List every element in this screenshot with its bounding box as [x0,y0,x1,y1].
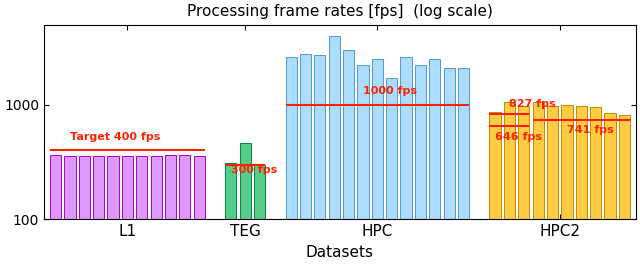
Bar [429,59,440,264]
Bar [604,113,616,264]
Bar [444,68,455,264]
Bar [79,155,90,264]
Bar [490,112,500,264]
Bar [518,106,529,264]
Bar [575,106,587,264]
Bar [343,50,354,264]
Bar [458,68,469,264]
Title: Processing frame rates [fps]  (log scale): Processing frame rates [fps] (log scale) [187,4,493,19]
Bar [357,65,369,264]
Bar [372,59,383,264]
Bar [194,156,205,264]
Bar [401,57,412,264]
X-axis label: Datasets: Datasets [306,245,374,260]
Bar [165,155,176,264]
Bar [225,163,236,264]
Text: Target 400 fps: Target 400 fps [70,132,161,142]
Bar [314,55,326,264]
Bar [239,143,251,264]
Bar [150,156,162,264]
Bar [93,156,104,264]
Bar [547,106,558,264]
Bar [561,105,573,264]
Bar [122,156,133,264]
Bar [285,57,297,264]
Bar [415,65,426,264]
Bar [590,107,601,264]
Bar [619,115,630,264]
Bar [329,36,340,264]
Bar [50,155,61,264]
Text: 646 fps: 646 fps [495,132,542,142]
Bar [532,102,544,264]
Bar [504,102,515,264]
Bar [179,155,191,264]
Bar [386,78,397,264]
Text: 300 fps: 300 fps [231,164,277,175]
Bar [300,54,311,264]
Bar [65,156,76,264]
Bar [254,165,265,264]
Text: 827 fps: 827 fps [509,100,556,109]
Text: 1000 fps: 1000 fps [363,86,417,96]
Bar [136,155,147,264]
Text: 741 fps: 741 fps [567,125,614,135]
Bar [108,156,118,264]
